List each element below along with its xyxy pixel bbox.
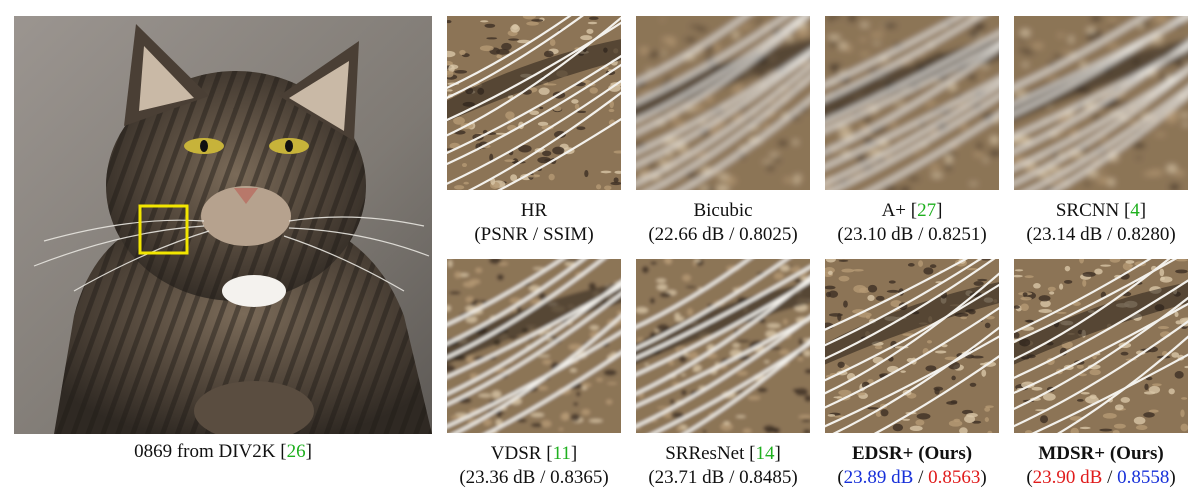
panel-caption: EDSR+ (Ours) (23.89 dB / 0.8563) (819, 442, 1005, 490)
cat-photo-icon (14, 16, 432, 434)
fur-whisker-crop-icon (636, 16, 810, 190)
main-caption-bracket: ] (305, 441, 312, 462)
method-label: Bicubic (693, 200, 753, 221)
method-label: EDSR+ (Ours) (851, 443, 973, 464)
metrics: (PSNR / SSIM) (474, 224, 594, 245)
panel-caption: HR (PSNR / SSIM) (441, 199, 627, 247)
fur-whisker-crop-icon (1014, 16, 1188, 190)
panel-caption: SRResNet [14] (23.71 dB / 0.8485) (630, 442, 816, 490)
crop-image (636, 16, 810, 190)
panel-caption: SRCNN [4] (23.14 dB / 0.8280) (1008, 199, 1194, 247)
fur-whisker-crop-icon (825, 16, 999, 190)
citation-bracket: ] (570, 443, 578, 464)
fur-whisker-crop-icon (1014, 259, 1188, 433)
psnr-value: 23.36 dB (465, 467, 536, 488)
panel-caption: Bicubic (22.66 dB / 0.8025) (630, 199, 816, 247)
method-label: VDSR [ (490, 443, 553, 464)
fur-whisker-crop-icon (447, 259, 621, 433)
citation-ref[interactable]: 14 (755, 443, 775, 464)
method-label: SRCNN [ (1055, 200, 1131, 221)
method-label: A+ [ (881, 200, 918, 221)
metrics: (23.71 dB / 0.8485) (648, 467, 798, 488)
metrics: (22.66 dB / 0.8025) (648, 224, 798, 245)
metrics: (23.10 dB / 0.8251) (837, 224, 987, 245)
metrics: (23.90 dB / 0.8558) (1026, 467, 1176, 488)
crop-image (825, 259, 999, 433)
psnr-value: 23.14 dB (1032, 224, 1103, 245)
highlight-box (138, 204, 189, 255)
ssim-value: 0.8485 (739, 467, 792, 488)
crop-image (447, 259, 621, 433)
crop-image (825, 16, 999, 190)
metrics: (23.14 dB / 0.8280) (1026, 224, 1176, 245)
main-caption: 0869 from DIV2K [26] (14, 440, 432, 464)
crop-image (636, 259, 810, 433)
psnr-value: 23.89 dB (843, 467, 914, 488)
ssim-value: 0.8025 (739, 224, 792, 245)
citation-bracket: ] (1139, 200, 1147, 221)
fur-whisker-crop-icon (636, 259, 810, 433)
main-caption-text: 0869 from DIV2K [ (134, 441, 287, 462)
crop-image (447, 16, 621, 190)
ssim-value: 0.8280 (1117, 224, 1170, 245)
panel-caption: A+ [27] (23.10 dB / 0.8251) (819, 199, 1005, 247)
panel-caption: MDSR+ (Ours) (23.90 dB / 0.8558) (1008, 442, 1194, 490)
crop-image (1014, 259, 1188, 433)
psnr-value: 23.10 dB (843, 224, 914, 245)
metrics: (23.36 dB / 0.8365) (459, 467, 609, 488)
psnr-value: 23.90 dB (1032, 467, 1103, 488)
ssim-value: 0.8563 (928, 467, 981, 488)
fur-whisker-crop-icon (447, 16, 621, 190)
method-label: MDSR+ (Ours) (1038, 443, 1164, 464)
method-label: SRResNet [ (665, 443, 756, 464)
panel-caption: VDSR [11] (23.36 dB / 0.8365) (441, 442, 627, 490)
citation-ref[interactable]: 11 (552, 443, 571, 464)
ssim-value: 0.8251 (928, 224, 981, 245)
ssim-value: 0.8558 (1117, 467, 1170, 488)
psnr-value: 22.66 dB (654, 224, 725, 245)
citation-bracket: ] (774, 443, 781, 464)
method-label: HR (520, 200, 548, 221)
fur-whisker-crop-icon (825, 259, 999, 433)
psnr-value: 23.71 dB (654, 467, 725, 488)
citation-bracket: ] (936, 200, 943, 221)
main-caption-ref[interactable]: 26 (286, 441, 306, 462)
citation-ref[interactable]: 4 (1130, 200, 1140, 221)
citation-ref[interactable]: 27 (917, 200, 937, 221)
main-cat-image (14, 16, 432, 434)
ssim-value: 0.8365 (550, 467, 603, 488)
crop-image (1014, 16, 1188, 190)
metrics: (23.89 dB / 0.8563) (837, 467, 987, 488)
